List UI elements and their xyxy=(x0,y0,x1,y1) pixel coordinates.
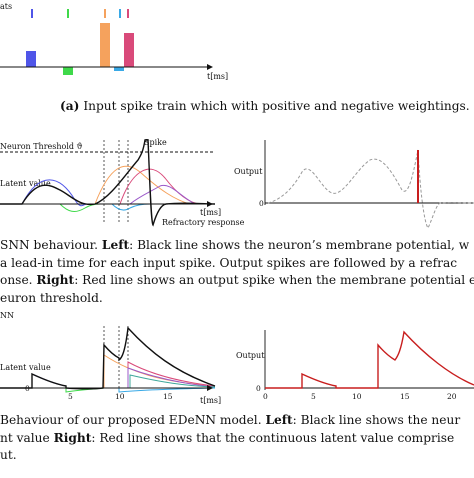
panel-c-right-tick-0: 0 xyxy=(263,392,268,401)
panel-a-xlabel: t[ms] xyxy=(207,72,228,81)
panel-c-right-zero: 0 xyxy=(256,384,261,393)
panel-c-left-plot: NN Latent value 0 5 10 15 t[ms] xyxy=(0,311,221,405)
panel-c-left-tick-10: 10 xyxy=(115,392,125,401)
caption-a-text: Input spike train which with positive an… xyxy=(83,99,470,113)
panel-c-left-xlabel: t[ms] xyxy=(200,396,221,405)
caption-b-l1-p3: : Black line shows the neuron’s membrane… xyxy=(129,238,470,252)
caption-b-l4-p1: euron threshold. xyxy=(0,290,103,305)
latent-label-b: Latent value xyxy=(0,179,51,188)
marker-blue xyxy=(31,9,33,18)
caption-c-l2-p1: nt value xyxy=(0,430,54,445)
panel-c-right-tick-20: 20 xyxy=(447,392,457,401)
latent-label-c: Latent value xyxy=(0,363,51,372)
panel-c-left-tick-15: 15 xyxy=(163,392,173,401)
decay-teal xyxy=(129,374,216,388)
caption-b-l3-p2: Right xyxy=(36,273,75,287)
spike-label: Spike xyxy=(144,138,167,147)
caption-b-line-2: a lead-in time for each input spike. Out… xyxy=(0,255,474,273)
output-red xyxy=(265,330,474,389)
panel-b-left-plot: Neuron Threshold ϑ Spike Latent value t[… xyxy=(0,138,245,227)
bar-magenta xyxy=(124,33,134,67)
panel-c-right-ylabel: Output xyxy=(236,351,265,360)
marker-cyan xyxy=(119,9,121,18)
latent-dashed xyxy=(267,149,474,229)
panel-b-right-zero: 0 xyxy=(259,199,264,208)
caption-b-l3-p1: onse. xyxy=(0,273,37,287)
caption-b-l1-p1: SNN behaviour. xyxy=(0,238,102,252)
decay-orange xyxy=(103,354,216,388)
bar-blue xyxy=(26,51,36,67)
decay-magenta xyxy=(127,361,216,388)
curve-purple xyxy=(129,184,196,205)
marker-green xyxy=(67,9,69,18)
panel-c-left-ylabel: NN xyxy=(0,311,14,320)
bar-orange xyxy=(100,23,110,67)
panel-b-right-ylabel: Output xyxy=(234,167,263,176)
caption-c-line-3: ut. xyxy=(0,447,460,465)
caption-b-l3-p3: : Red line shows an output spike when th… xyxy=(74,273,474,287)
caption-c-l1-p1: Behaviour of our proposed EDeNN model. xyxy=(0,413,266,427)
bar-cyan xyxy=(114,67,124,71)
threshold-label: Neuron Threshold ϑ xyxy=(0,142,83,151)
caption-c-l1-p3: : Black line shows the neur xyxy=(292,413,461,427)
latent-black xyxy=(0,326,216,390)
caption-b-l2-p1: a lead-in time for each input spike. Out… xyxy=(0,255,458,270)
caption-c-l2-p2: Right xyxy=(53,430,92,445)
caption-a: (a) Input spike train which with positiv… xyxy=(60,98,470,116)
panel-c-left-tick-5: 5 xyxy=(68,392,73,401)
caption-c-l1-p2: Left xyxy=(265,413,293,427)
panel-a-arrow xyxy=(207,64,213,70)
curve-orange xyxy=(94,165,191,205)
panel-a-ylabel: ats xyxy=(0,2,12,11)
marker-orange xyxy=(104,9,106,18)
caption-c: Behaviour of our proposed EDeNN model. L… xyxy=(0,412,460,465)
caption-b-line-4: euron threshold. xyxy=(0,290,474,308)
panel-c-right-tick-15: 15 xyxy=(400,392,410,401)
panel-b-right-plot: Output 0 xyxy=(234,140,474,229)
curve-magenta xyxy=(119,168,201,205)
caption-b: SNN behaviour. Left: Black line shows th… xyxy=(0,237,474,307)
caption-a-tag: (a) xyxy=(60,99,80,113)
caption-c-line-1: Behaviour of our proposed EDeNN model. L… xyxy=(0,412,460,430)
bar-green xyxy=(63,67,73,75)
refractory-label: Refractory response xyxy=(162,218,245,227)
caption-b-line-3: onse. Right: Red line shows an output sp… xyxy=(0,272,474,290)
panel-c-left-arrow xyxy=(207,385,213,391)
panel-b-left-arrow xyxy=(207,201,213,207)
membrane-line xyxy=(0,139,216,227)
caption-c-line-2: nt value Right: Red line shows that the … xyxy=(0,430,460,448)
panel-c-right-plot: Output 0 0 5 10 15 20 xyxy=(236,330,474,401)
caption-b-l1-p2: Left xyxy=(101,238,130,252)
panel-b-left-xlabel: t[ms] xyxy=(200,208,221,217)
caption-c-l3-p1: ut. xyxy=(0,448,17,462)
panel-a-plot: ats t[ms] xyxy=(0,2,228,81)
caption-c-l2-p3: : Red line shows that the continuous lat… xyxy=(91,430,455,445)
curve-cyan xyxy=(111,203,151,211)
marker-magenta xyxy=(127,9,129,18)
caption-b-line-1: SNN behaviour. Left: Black line shows th… xyxy=(0,237,474,255)
panel-c-right-tick-10: 10 xyxy=(352,392,362,401)
panel-c-right-tick-5: 5 xyxy=(311,392,316,401)
decay-purple xyxy=(127,367,216,388)
